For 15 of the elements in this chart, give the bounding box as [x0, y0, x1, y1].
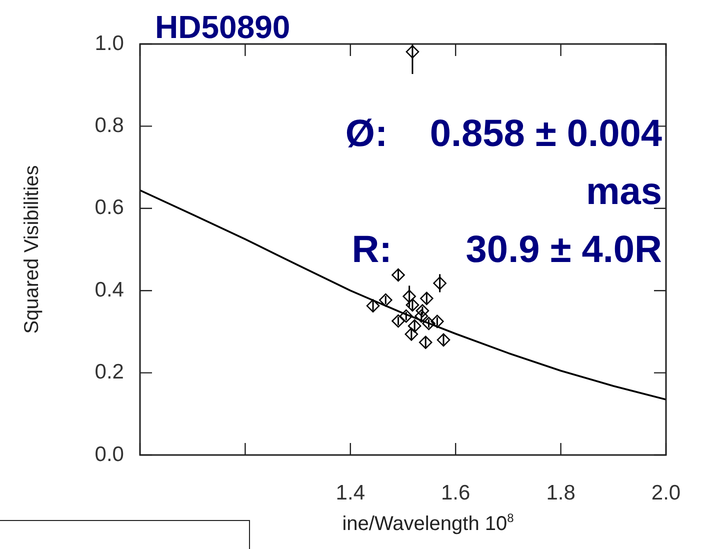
- x-tick-label: 1.6: [441, 481, 470, 504]
- chart-title: HD50890: [155, 9, 290, 45]
- annotation: Ø: 0.858 ± 0.004: [345, 113, 662, 155]
- x-tick-label: 2.0: [651, 481, 681, 504]
- y-tick-label: 0.0: [94, 442, 124, 466]
- y-axis-title: Squared Visibilities: [21, 165, 43, 334]
- y-tick-label: 0.6: [94, 196, 124, 220]
- annotation: mas: [586, 171, 662, 213]
- y-tick-label: 0.2: [94, 360, 124, 384]
- x-tick-label: 1.4: [336, 481, 366, 504]
- y-tick-label: 1.0: [94, 32, 124, 55]
- y-tick-label: 0.8: [94, 114, 124, 137]
- x-tick-label: 1.8: [546, 481, 576, 504]
- y-tick-label: 0.4: [94, 278, 124, 302]
- annotation: R: 30.9 ± 4.0R: [352, 229, 662, 271]
